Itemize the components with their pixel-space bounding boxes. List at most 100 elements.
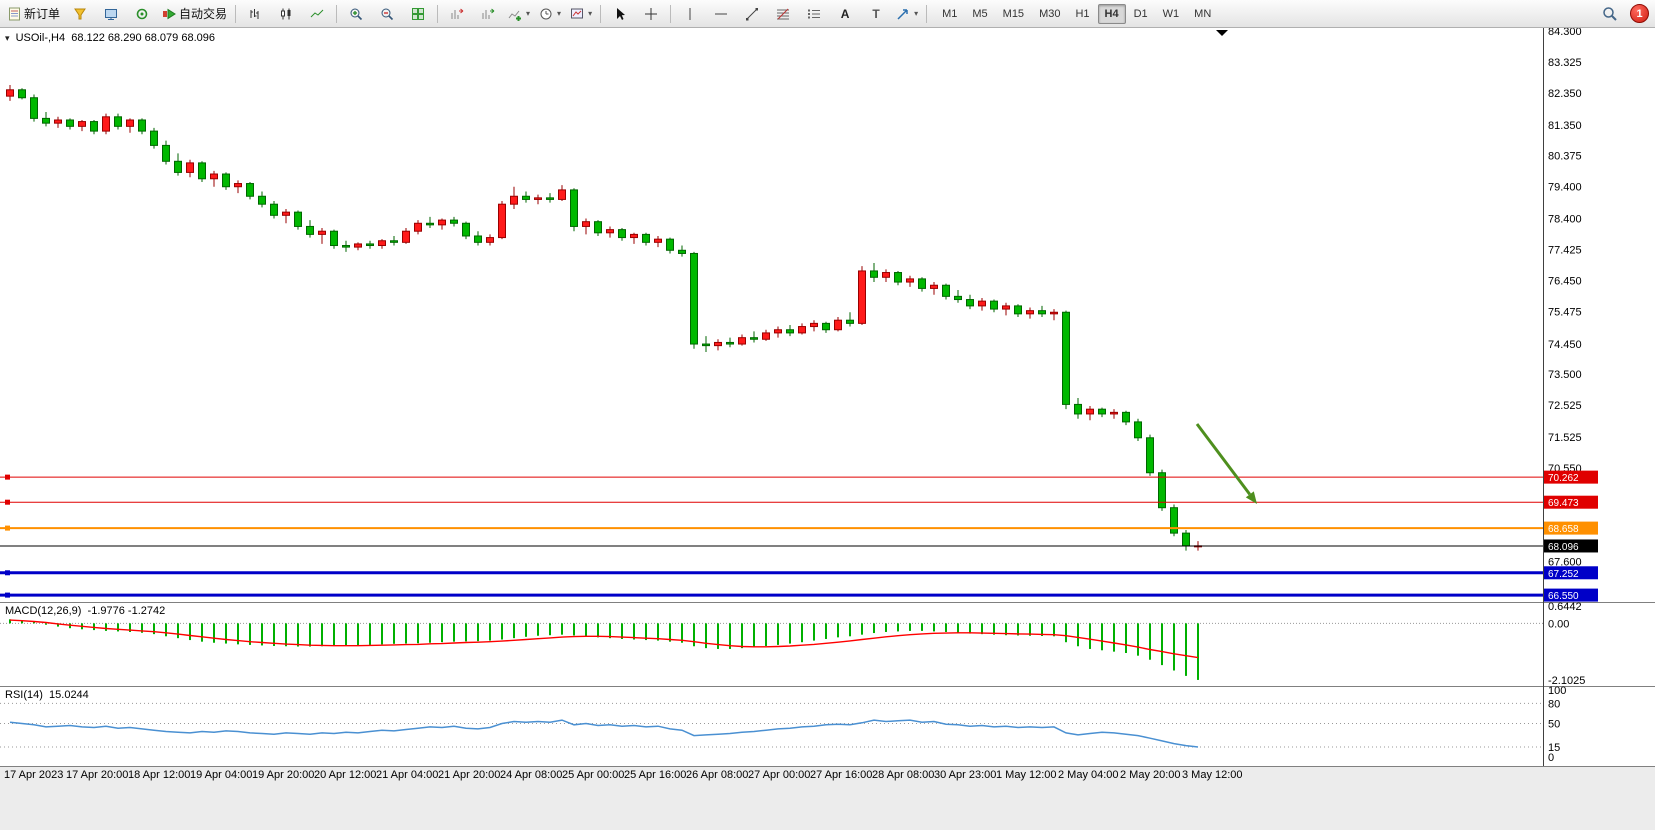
auto-trading-button[interactable]: 自动交易: [158, 2, 231, 26]
zoom-in-button[interactable]: [341, 2, 371, 26]
auto-scroll-button[interactable]: [473, 2, 503, 26]
time-label: 19 Apr 04:00: [190, 769, 253, 781]
collapse-triangle-icon[interactable]: ▾: [5, 33, 10, 43]
svg-text:0.00: 0.00: [1548, 618, 1569, 630]
svg-text:77.425: 77.425: [1548, 244, 1582, 256]
svg-text:0: 0: [1548, 752, 1554, 764]
new-order-label: 新订单: [24, 7, 61, 21]
tile-windows-button[interactable]: [403, 2, 433, 26]
time-label: 25 Apr 00:00: [562, 769, 625, 781]
timeframe-button-m1[interactable]: M1: [942, 7, 958, 20]
market-watch-button[interactable]: [65, 2, 95, 26]
vertical-line-button[interactable]: [675, 2, 705, 26]
autotrade-play-icon: [163, 8, 176, 19]
time-label: 3 May 12:00: [1182, 769, 1243, 781]
time-label: 25 Apr 16:00: [624, 769, 687, 781]
templates-button[interactable]: ▾: [566, 2, 596, 26]
zoom-out-button[interactable]: [372, 2, 402, 26]
time-axis[interactable]: 17 Apr 2023 17 Apr 20:00 18 Apr 12:00 19 Ap…: [0, 766, 1655, 785]
scroll-to-end-marker[interactable]: [1216, 30, 1228, 36]
rsi-indicator-label: RSI(14): [5, 689, 43, 701]
objects-list-button[interactable]: [799, 2, 829, 26]
periods-button[interactable]: ▾: [535, 2, 565, 26]
chart-symbol-period: USOil-,H4: [15, 32, 66, 44]
timeframe-button-m15[interactable]: M15: [1002, 7, 1025, 20]
template-chart-icon: [571, 8, 584, 18]
time-label: 19 Apr 20:00: [252, 769, 315, 781]
timeframe-button-h4[interactable]: H4: [1097, 3, 1126, 24]
support-button[interactable]: [127, 2, 157, 26]
toolbar: 新订单 自动交易: [0, 0, 1655, 28]
arrows-shape-icon: [897, 8, 908, 20]
svg-text:70.262: 70.262: [1548, 473, 1579, 484]
time-label: 24 Apr 08:00: [500, 769, 563, 781]
timeframe-button-m30[interactable]: M30: [1039, 7, 1061, 20]
price-chart[interactable]: 84.300 83.325 82.350 81.350 80.375 79.400 78.4…: [0, 28, 1655, 766]
ohlc-bars-icon: [250, 8, 259, 19]
horizontal-line-icon: [715, 13, 728, 14]
data-window-button[interactable]: [96, 2, 126, 26]
vertical-line-icon: [689, 7, 691, 20]
auto-trading-label: 自动交易: [179, 7, 228, 21]
trendline-icon: [746, 7, 759, 20]
timeframe-button-h1[interactable]: H1: [1075, 7, 1090, 20]
svg-text:-2.1025: -2.1025: [1548, 675, 1585, 687]
bar-chart-button[interactable]: [240, 2, 270, 26]
new-order-button[interactable]: 新订单: [4, 2, 64, 26]
indicators-button[interactable]: ▾: [504, 2, 534, 26]
trendline-button[interactable]: [737, 2, 767, 26]
chart-ohlc-values: 68.122 68.290 68.079 68.096: [71, 32, 215, 44]
toolbar-separator: [926, 4, 928, 23]
chart-shift-button[interactable]: [442, 2, 472, 26]
search-button[interactable]: [1594, 2, 1624, 26]
svg-text:66.550: 66.550: [1548, 591, 1579, 602]
svg-text:84.300: 84.300: [1548, 28, 1582, 38]
chart-header: ▾ USOil-,H4 68.122 68.290 68.079 68.096: [5, 32, 215, 44]
horizontal-line-button[interactable]: [706, 2, 736, 26]
candlestick-chart-button[interactable]: [271, 2, 301, 26]
notification-badge[interactable]: 1: [1630, 4, 1649, 23]
rsi-indicator-value: 15.0244: [49, 689, 89, 701]
timeframe-button-mn[interactable]: MN: [1194, 7, 1212, 20]
crosshair-icon: [645, 7, 658, 20]
candles-layer: [6, 85, 1202, 551]
timeframe-button-m5[interactable]: M5: [972, 7, 988, 20]
objects-list-icon: [808, 9, 821, 18]
timeframe-button-d1[interactable]: D1: [1133, 7, 1148, 20]
clock-icon: [540, 8, 552, 19]
tile-windows-icon: [412, 7, 425, 20]
search-icon: [1602, 7, 1617, 21]
shapes-button[interactable]: ▾: [892, 2, 922, 26]
cursor-button[interactable]: [605, 2, 635, 26]
horizontal-levels[interactable]: [0, 474, 1543, 598]
time-label: 17 Apr 2023: [4, 769, 64, 781]
text-tool-icon: A: [840, 6, 850, 21]
text-label-button[interactable]: T: [861, 2, 891, 26]
svg-text:71.525: 71.525: [1548, 432, 1582, 444]
toolbar-right-group: 1: [1594, 2, 1651, 26]
text-button[interactable]: A: [830, 2, 860, 26]
chart-shift-icon: [451, 8, 464, 19]
crosshair-button[interactable]: [636, 2, 666, 26]
label-tool-icon: T: [872, 6, 880, 21]
toolbar-separator: [235, 4, 237, 23]
new-order-icon: [9, 7, 20, 20]
timeframe-button-w1[interactable]: W1: [1162, 7, 1180, 20]
svg-text:76.450: 76.450: [1548, 275, 1582, 287]
indicators-plus-icon: [508, 10, 522, 21]
line-chart-icon: [310, 9, 324, 17]
chart-area[interactable]: 84.300 83.325 82.350 81.350 80.375 79.400 78.4…: [0, 28, 1655, 766]
fibonacci-button[interactable]: [768, 2, 798, 26]
svg-text:67.600: 67.600: [1548, 557, 1582, 569]
toolbar-separator: [600, 4, 602, 23]
price-tags: 70.262 69.473 68.658 67.252 66.550 68.096: [1544, 470, 1598, 602]
time-label: 2 May 20:00: [1120, 769, 1181, 781]
line-chart-button[interactable]: [302, 2, 332, 26]
rsi-layer: [0, 702, 1543, 748]
arrow-annotation[interactable]: [1195, 423, 1257, 504]
svg-text:75.475: 75.475: [1548, 306, 1582, 318]
toolbar-separator: [437, 4, 439, 23]
svg-text:100: 100: [1548, 685, 1566, 697]
time-label: 27 Apr 00:00: [748, 769, 811, 781]
